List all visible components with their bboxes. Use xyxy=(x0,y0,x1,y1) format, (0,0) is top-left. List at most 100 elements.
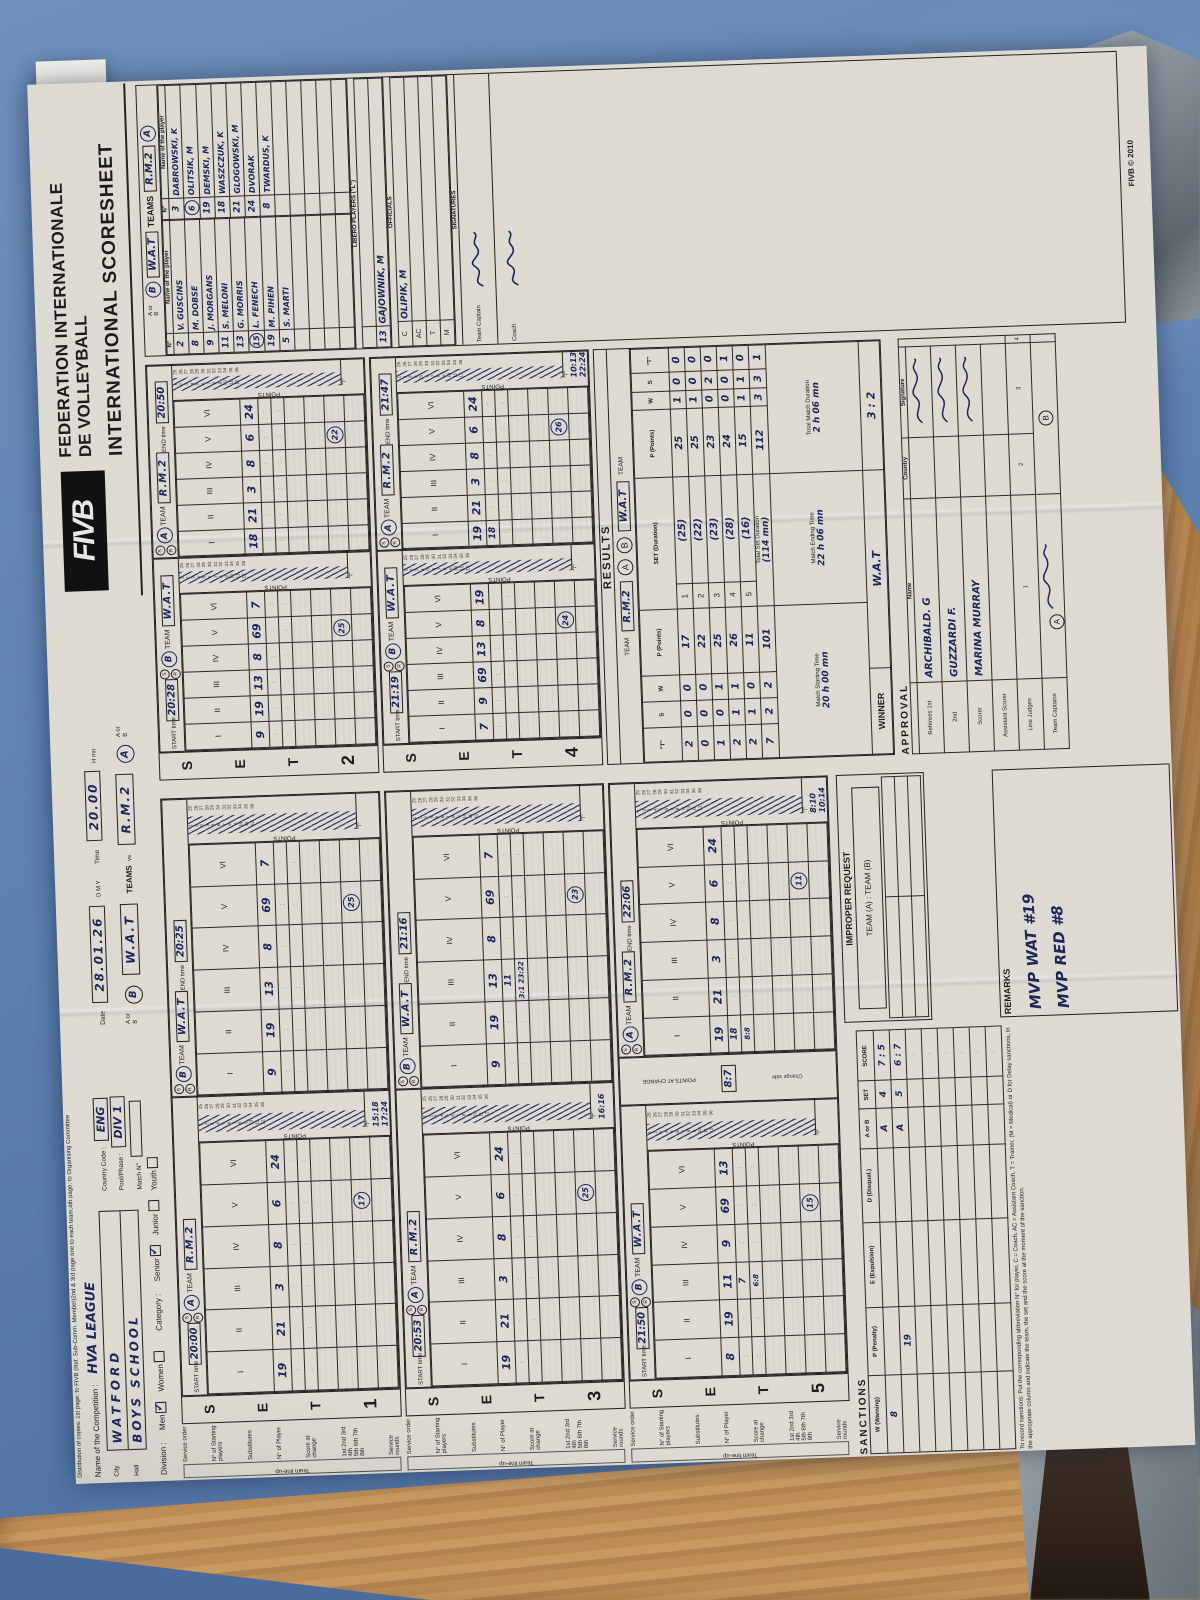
service-round-cell xyxy=(371,1178,393,1221)
team-label: TEAM xyxy=(388,621,396,642)
officials-section: OFFICIALS C OLIPIK, M AC T M xyxy=(382,75,456,348)
service-round-cell xyxy=(587,955,609,999)
service-round-cell xyxy=(585,914,608,957)
service-round-cell xyxy=(746,824,769,864)
substitute-score-cell: 8:8 xyxy=(740,1014,755,1053)
points-column: POINTS 1 2 3 4 5 6 7 8 9 10 11 12 25 26 … xyxy=(178,552,371,595)
approval-row-country xyxy=(908,436,936,499)
service-round-cell xyxy=(360,880,383,923)
substitute-score-cell: : xyxy=(279,642,294,670)
team-block: S R A TEAM R.M.2 END time 21:47 I II III IV… xyxy=(369,350,595,552)
service-round-cell xyxy=(302,924,324,967)
result-a-value: 0 xyxy=(696,699,714,727)
signature-scribble xyxy=(471,231,484,287)
starting-player-number: 3 xyxy=(270,1265,290,1309)
line-judges-label: Line Judges xyxy=(1016,678,1045,751)
end-time: END time 21:16 xyxy=(393,912,413,983)
service-round-cell: 24 xyxy=(555,607,577,634)
receive-circle: R xyxy=(632,1044,643,1055)
service-round-cell xyxy=(553,1130,575,1173)
starting-player-number: 18 xyxy=(244,528,264,555)
roman-I: I xyxy=(206,1349,275,1394)
division-women-checkbox[interactable] xyxy=(153,1350,165,1363)
date-label: Date xyxy=(99,1010,107,1025)
hall-label: Hall xyxy=(133,1464,141,1476)
category-senior-checkbox[interactable] xyxy=(149,1245,162,1257)
approval-row-label: Assistant Scorer xyxy=(992,679,1020,751)
division-men-checkbox[interactable] xyxy=(155,1401,167,1413)
team-name-box: W.A.T xyxy=(383,566,399,619)
roman-IV: IV xyxy=(182,644,250,673)
service-round-cell xyxy=(531,492,553,519)
service-round-cell xyxy=(331,1179,353,1223)
service-round-cell xyxy=(356,1346,379,1389)
service-round-cell xyxy=(359,838,381,881)
player-number: 6 xyxy=(183,197,201,219)
service-round-cell xyxy=(749,900,771,939)
roman-II: II xyxy=(205,1308,273,1353)
sanction-set: 4 xyxy=(874,1080,892,1109)
service-round-cell xyxy=(547,387,569,415)
service-round-cell xyxy=(310,589,332,617)
approval-row: Scorer MARINA MURRAY xyxy=(955,336,995,752)
substitute-cell: : xyxy=(737,1299,752,1338)
service-round-cell xyxy=(329,1138,352,1181)
substitute-cell: 7 xyxy=(736,1261,751,1300)
team-side-letter: A xyxy=(407,1286,424,1304)
player-number xyxy=(304,193,321,215)
set-word-letter: S xyxy=(648,1388,665,1399)
starting-player-number: 9 xyxy=(716,1224,737,1263)
set-word-letter: S xyxy=(424,1396,442,1407)
final-score-circled: 22 xyxy=(326,425,344,444)
category-junior-checkbox[interactable] xyxy=(148,1200,160,1212)
service-round-cell: 26 xyxy=(548,413,570,441)
service-round-cell xyxy=(343,964,365,1007)
player-number: 2 xyxy=(173,332,190,355)
starting-player-number: 7 xyxy=(474,713,494,741)
service-round-cell xyxy=(300,882,323,925)
date-sub: D M Y xyxy=(95,880,103,898)
service-round-cell xyxy=(576,632,597,659)
substitute-score-cell: : xyxy=(750,1298,765,1338)
service-round-cell xyxy=(536,633,558,661)
serve-circle: S xyxy=(397,1076,409,1088)
substitute-cell: : xyxy=(489,609,504,636)
starting-player-number: 8 xyxy=(268,1223,289,1267)
roman-II: II xyxy=(418,1001,487,1046)
player-number: 11 xyxy=(218,331,235,353)
service-round-cell xyxy=(758,1147,780,1186)
starting-player-number: 69 xyxy=(256,883,277,927)
roman-VI: VI xyxy=(637,827,705,868)
starting-player-number: 7 xyxy=(479,834,499,877)
starting-player-number: 8 xyxy=(248,643,268,671)
receive-circle: R xyxy=(166,545,177,556)
end-time: END time 22:06 xyxy=(616,880,636,951)
service-round-cell xyxy=(779,1184,801,1223)
total-a-value: 7 xyxy=(761,723,780,759)
player-number xyxy=(309,328,326,350)
total-a-value: 2 xyxy=(759,671,778,699)
category-youth-checkbox[interactable] xyxy=(146,1157,159,1169)
service-round-cell xyxy=(806,822,829,862)
service-round-cell xyxy=(750,938,773,977)
service-round-cell xyxy=(303,965,326,1009)
roman-II: II xyxy=(642,978,710,1019)
service-round-cell xyxy=(534,581,556,609)
federation-title-2: DE VOLLEYBALL xyxy=(71,315,96,458)
substitute-score-cell: : xyxy=(495,415,510,443)
service-round-cell xyxy=(514,582,536,610)
roman-IV: IV xyxy=(406,636,474,665)
approval-row-signature xyxy=(980,343,1009,436)
competition-label: Name of the Competition : xyxy=(90,1384,103,1478)
substitute-score-cell: 6:8 xyxy=(749,1261,764,1300)
result-b-value: 2 xyxy=(701,370,718,390)
t-label: "T" xyxy=(341,378,348,386)
substitute-cell: : xyxy=(257,398,272,425)
service-round-cell xyxy=(306,473,328,501)
starting-player-number: 21 xyxy=(271,1307,291,1350)
roman-VI: VI xyxy=(199,1141,268,1186)
roman-VI: VI xyxy=(397,391,465,420)
sanction-set xyxy=(922,1078,940,1107)
